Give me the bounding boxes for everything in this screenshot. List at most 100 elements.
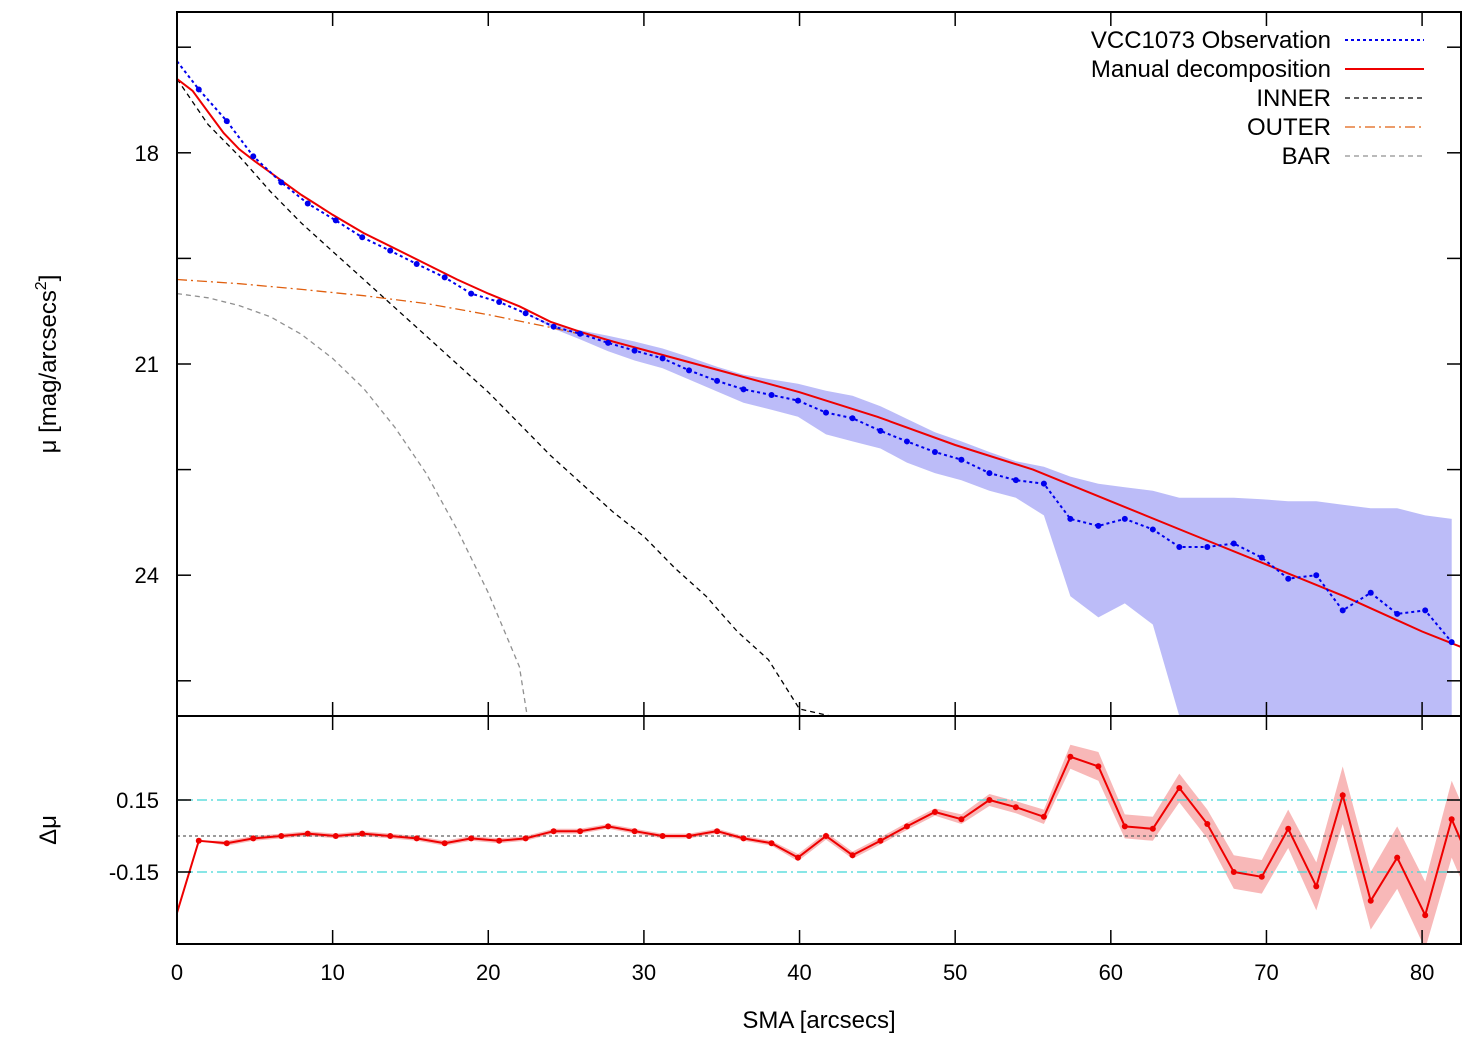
observation-point [686, 367, 693, 374]
x-axis-title: SMA [arcsecs] [742, 1007, 895, 1034]
observation-point [1121, 515, 1128, 522]
observation-point [877, 427, 884, 434]
observation-point [1012, 477, 1019, 484]
observation-point [413, 261, 420, 268]
observation-point [1394, 610, 1401, 617]
observation-point [304, 200, 311, 207]
residual-point [1422, 912, 1429, 919]
residual-point [714, 828, 721, 835]
series-line-vcc1073-observation [177, 60, 1453, 643]
residual-point [958, 816, 965, 823]
legend-label: OUTER [1247, 114, 1331, 141]
top-plot-area [177, 60, 1461, 716]
observation-error-band [177, 61, 1452, 716]
y-tick-label: -0.15 [109, 860, 159, 885]
residual-point [278, 833, 285, 839]
x-tick-label: 50 [943, 960, 967, 985]
observation-point [794, 397, 801, 404]
residual-point [659, 833, 666, 839]
residual-point [1176, 785, 1183, 791]
series-line-outer [177, 278, 582, 336]
residual-error-band [177, 744, 1461, 944]
residual-point [496, 837, 503, 844]
observation-point [1176, 544, 1183, 551]
observation-point [903, 438, 910, 445]
residual-point [468, 835, 475, 842]
observation-point [1230, 540, 1237, 547]
residual-point [1067, 753, 1074, 760]
x-tick-label: 30 [632, 960, 656, 985]
legend-label: INNER [1256, 85, 1331, 112]
observation-point [1422, 607, 1429, 614]
observation-point [986, 470, 993, 477]
observation-point [1095, 522, 1102, 529]
observation-point [522, 310, 529, 317]
residual-point [441, 840, 448, 847]
residual-point [1121, 823, 1128, 830]
observation-point [659, 355, 666, 362]
y-axis-title-close: ] [35, 275, 62, 282]
observation-point [1339, 607, 1346, 614]
observation-point [1313, 572, 1320, 579]
residual-point [1313, 883, 1320, 890]
y-axis-title-bottom: Δμ [35, 815, 62, 845]
residual-point [605, 823, 612, 830]
residual-point [1285, 825, 1292, 832]
observation-point [1285, 575, 1292, 582]
residual-point [250, 835, 257, 842]
observation-point [250, 153, 257, 160]
series-line-inner [177, 78, 831, 716]
residual-point [686, 833, 693, 839]
observation-point [577, 330, 584, 337]
bottom-panel: 0.15 -0.15 0 10 20 30 40 50 60 70 80 [109, 715, 1462, 985]
observation-point [849, 415, 856, 422]
y-axis-title-main: μ [mag/arcsecs [35, 290, 62, 453]
observation-point [714, 377, 721, 384]
y-tick-label: 24 [135, 563, 159, 588]
residual-point [1394, 854, 1401, 861]
residual-point [1258, 873, 1265, 880]
residual-point [631, 828, 638, 835]
observation-point [1149, 526, 1156, 533]
observation-point [332, 217, 339, 224]
residual-point [1204, 821, 1211, 827]
residual-point [522, 835, 529, 842]
residual-point [1448, 816, 1455, 823]
residual-point [1367, 897, 1374, 904]
observation-point [496, 299, 503, 306]
observation-point [1258, 554, 1265, 561]
residual-point [931, 809, 938, 815]
residual-point [195, 837, 202, 844]
residual-point [794, 854, 801, 861]
residual-point [740, 835, 747, 842]
residual-point [1040, 813, 1047, 820]
observation-point [931, 449, 938, 455]
x-tick-label: 10 [320, 960, 344, 985]
x-tick-label: 40 [787, 960, 811, 985]
observation-point [550, 323, 557, 330]
observation-point [740, 386, 747, 393]
residual-point [986, 797, 993, 803]
observation-point [278, 179, 285, 186]
legend-label: VCC1073 Observation [1091, 27, 1331, 54]
series-line-manual-decomposition [177, 78, 1461, 648]
residual-point [332, 833, 339, 839]
residual-point [223, 840, 230, 847]
observation-point [605, 339, 612, 346]
bottom-plot-area [177, 744, 1461, 944]
residual-point [1012, 804, 1019, 811]
observation-point [359, 234, 366, 241]
residual-point [304, 830, 311, 837]
observation-point [823, 409, 830, 416]
legend-label: BAR [1282, 143, 1331, 170]
residual-point [1339, 792, 1346, 799]
y-axis-title-superscript: 2 [33, 281, 50, 290]
residual-point [1095, 763, 1102, 770]
observation-point [768, 391, 775, 398]
y-tick-label: 0.15 [116, 788, 159, 813]
residual-point [359, 830, 366, 837]
residual-point [849, 852, 856, 859]
residual-point [903, 823, 910, 830]
